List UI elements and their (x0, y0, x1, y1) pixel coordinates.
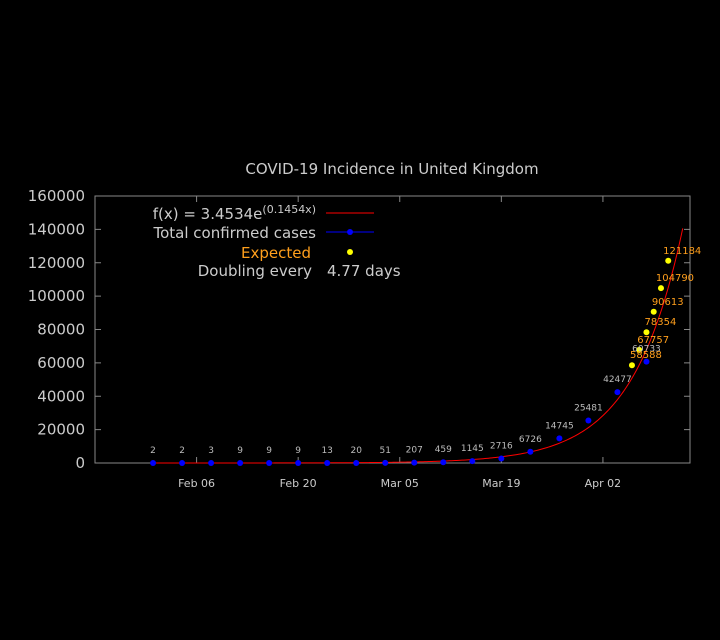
confirmed-data-label: 9 (295, 446, 301, 456)
confirmed-data-label: 207 (406, 446, 423, 456)
y-tick-label: 120000 (28, 254, 85, 272)
confirmed-point (411, 459, 418, 466)
confirmed-point (266, 459, 273, 466)
confirmed-data-label: 2 (150, 446, 156, 456)
confirmed-data-label: 3 (208, 446, 214, 456)
confirmed-point (527, 448, 534, 455)
legend-fit-label: f(x) = 3.4534e(0.1454x) (153, 203, 316, 223)
legend-confirmed-marker (347, 229, 353, 235)
legend-confirmed-label: Total confirmed cases (152, 224, 316, 242)
confirmed-point (440, 459, 447, 466)
confirmed-data-label: 20 (350, 446, 362, 456)
x-axis-ticks: Feb 06 Feb 20 Mar 05 Mar 19 Apr 02 (178, 196, 621, 490)
x-tick-label: Apr 02 (585, 477, 622, 490)
expected-data-label: 78354 (645, 317, 677, 328)
x-tick-label: Feb 20 (280, 477, 317, 490)
y-tick-label: 100000 (28, 287, 85, 305)
expected-point (636, 346, 643, 353)
expected-data-label: 58588 (630, 350, 662, 361)
data-labels-layer: 2 2 3 9 9 9 13 20 51 207 459 1145 2716 67261474525481… (150, 246, 701, 456)
y-tick-label: 0 (75, 454, 85, 472)
x-tick-label: Feb 06 (178, 477, 215, 490)
confirmed-point (295, 459, 302, 466)
legend-expected-label: Expected (241, 244, 311, 262)
y-tick-label: 80000 (37, 321, 85, 339)
confirmed-data-label: 9 (237, 446, 243, 456)
confirmed-data-label: 9 (266, 446, 272, 456)
chart-title: COVID-19 Incidence in United Kingdom (245, 160, 538, 178)
confirmed-point (585, 417, 592, 424)
points-layer (150, 257, 672, 466)
confirmed-data-label: 2716 (490, 441, 513, 451)
confirmed-point (498, 455, 505, 462)
confirmed-data-label: 459 (435, 445, 452, 455)
y-tick-label: 60000 (37, 354, 85, 372)
expected-point (643, 329, 650, 336)
confirmed-data-label: 2 (179, 446, 185, 456)
x-tick-label: Mar 05 (381, 477, 419, 490)
y-axis-ticks: 0 20000 40000 60000 80000 100000 120000 140000 1… (28, 187, 690, 472)
confirmed-point (208, 459, 215, 466)
expected-data-label: 67757 (637, 335, 669, 346)
y-tick-label: 160000 (28, 187, 85, 205)
y-tick-label: 40000 (37, 387, 85, 405)
expected-data-label: 121184 (663, 246, 701, 257)
legend: f(x) = 3.4534e(0.1454x) Total confirmed … (152, 203, 400, 280)
legend-doubling-value: 4.77 days (327, 262, 401, 280)
legend-expected-marker (347, 249, 353, 255)
expected-point (665, 257, 672, 264)
confirmed-point (150, 459, 157, 466)
x-tick-label: Mar 19 (482, 477, 520, 490)
y-tick-label: 20000 (37, 421, 85, 439)
confirmed-point (353, 459, 360, 466)
confirmed-data-label: 51 (380, 446, 391, 456)
legend-fit-base: f(x) = 3.4534e (153, 205, 263, 223)
expected-data-label: 90613 (652, 297, 684, 308)
confirmed-data-label: 1145 (461, 444, 484, 454)
confirmed-data-label: 25481 (574, 403, 603, 413)
confirmed-data-label: 13 (321, 446, 332, 456)
y-tick-label: 140000 (28, 220, 85, 238)
confirmed-point (382, 459, 389, 466)
confirmed-point (324, 459, 331, 466)
confirmed-point (643, 358, 650, 365)
confirmed-data-label: 42477 (603, 375, 632, 385)
legend-doubling-label: Doubling every (198, 262, 312, 280)
expected-point (650, 308, 657, 315)
expected-point (628, 362, 635, 369)
confirmed-data-label: 6726 (519, 435, 542, 445)
expected-point (657, 285, 664, 292)
confirmed-point (614, 389, 621, 396)
confirmed-data-label: 14745 (545, 421, 574, 431)
confirmed-point (556, 435, 563, 442)
confirmed-point (179, 459, 186, 466)
confirmed-data-label: 60733 (632, 345, 661, 355)
confirmed-point (237, 459, 244, 466)
legend-fit-exponent: (0.1454x) (262, 203, 316, 216)
expected-data-label: 104790 (656, 273, 694, 284)
confirmed-point (469, 458, 476, 465)
